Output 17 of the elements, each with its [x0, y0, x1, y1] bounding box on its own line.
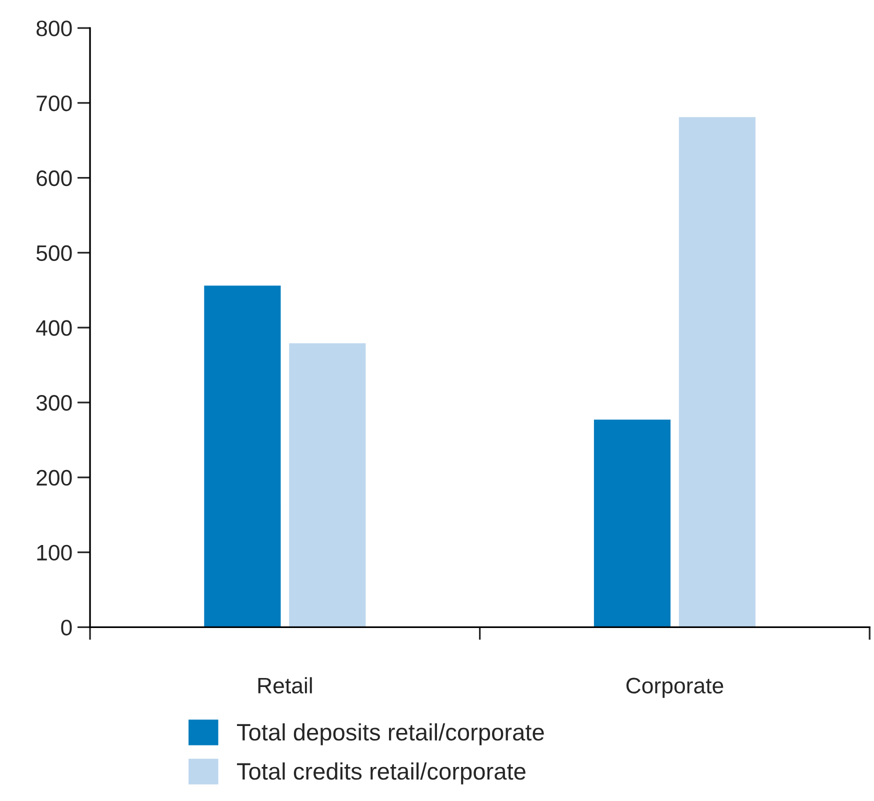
y-tick-label: 700 — [36, 95, 72, 112]
bar — [678, 116, 757, 628]
y-tick-label: 500 — [36, 245, 72, 261]
x-tick-label: Corporate — [626, 678, 724, 698]
y-tick-label: 100 — [37, 544, 72, 561]
y-tick-label: 200 — [36, 470, 72, 486]
x-tick-label: Retail — [258, 677, 312, 694]
legend-label: Total deposits retail/corporate — [236, 723, 544, 746]
y-tick-label: 800 — [36, 20, 72, 36]
bar — [592, 418, 672, 628]
y-tick-label: 0 — [61, 620, 72, 636]
legend-label: Total credits retail/corporate — [236, 762, 526, 784]
y-tick-label: 300 — [36, 395, 72, 411]
y-tick-label: 600 — [36, 170, 72, 186]
bar — [202, 284, 282, 628]
y-tick-label: 400 — [36, 320, 72, 336]
bar — [288, 342, 368, 628]
